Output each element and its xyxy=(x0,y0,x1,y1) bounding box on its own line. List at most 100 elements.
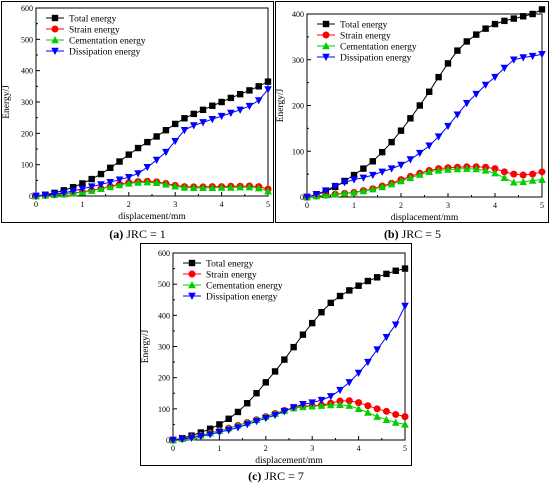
y-tick-label: 500 xyxy=(21,35,33,44)
series-dissipation-energy xyxy=(303,51,546,201)
chart-panel-c: 0 1 2 3 4 5 0 100 200 300 400 500 600 displacement/mm… xyxy=(140,243,412,466)
data-point xyxy=(350,171,358,179)
data-point xyxy=(529,10,536,18)
legend-label: Total energy xyxy=(206,260,254,270)
data-point xyxy=(162,148,170,157)
x-tick-label: 2 xyxy=(264,444,268,453)
legend-marker xyxy=(322,53,330,61)
data-point xyxy=(369,185,377,193)
caption-b: (b) JRC = 5 xyxy=(275,227,550,242)
x-tick-label: 1 xyxy=(217,444,221,453)
data-point xyxy=(340,179,349,187)
data-point xyxy=(416,149,424,158)
data-point xyxy=(529,170,537,178)
data-point xyxy=(369,158,376,165)
data-point xyxy=(359,174,368,182)
data-point xyxy=(425,167,433,176)
data-point xyxy=(383,270,390,278)
data-point xyxy=(318,309,325,316)
data-point xyxy=(491,20,499,28)
data-point xyxy=(162,180,170,188)
data-point xyxy=(528,52,537,61)
data-point xyxy=(501,17,508,25)
data-point xyxy=(373,274,381,281)
data-point xyxy=(106,182,115,191)
data-point xyxy=(500,168,508,176)
data-point xyxy=(397,127,405,134)
chart-a: 0 1 2 3 4 5 0 100 200 300 400 500 600 displacement/mm… xyxy=(2,4,272,222)
data-point xyxy=(78,185,87,193)
data-point xyxy=(262,379,269,386)
data-point xyxy=(254,184,263,192)
data-point xyxy=(435,73,442,81)
y-tick-label: 600 xyxy=(21,4,33,13)
chart-b: 0 1 2 3 4 5 0 100 200 300 400 displacement/mm Energy… xyxy=(276,6,546,223)
data-point xyxy=(197,433,205,441)
data-point xyxy=(290,343,297,351)
data-point xyxy=(416,170,424,178)
x-tick-label: 4 xyxy=(357,444,361,453)
data-point xyxy=(87,183,96,191)
data-point xyxy=(317,396,326,405)
data-point xyxy=(264,78,272,85)
data-point xyxy=(354,404,363,413)
x-tick-label: 5 xyxy=(540,201,544,210)
data-point xyxy=(32,192,40,200)
data-point xyxy=(172,120,179,128)
data-point xyxy=(444,60,452,67)
data-point xyxy=(382,415,391,423)
data-point xyxy=(50,190,59,199)
data-point xyxy=(227,109,235,117)
data-point xyxy=(326,401,335,409)
data-point xyxy=(454,47,461,54)
data-point xyxy=(510,56,518,64)
y-tick-label: 200 xyxy=(158,374,170,383)
data-point xyxy=(308,399,316,407)
data-point xyxy=(392,410,400,418)
legend-label: Strain energy xyxy=(69,26,120,36)
data-point xyxy=(303,193,311,201)
data-point xyxy=(97,170,105,178)
data-point xyxy=(336,386,344,395)
caption-a-tag: (a) xyxy=(109,227,124,241)
data-point xyxy=(88,175,95,183)
series-dissipation-energy xyxy=(32,86,272,200)
data-point xyxy=(134,144,142,152)
data-point xyxy=(106,179,115,187)
data-point xyxy=(208,183,217,192)
data-point xyxy=(227,94,235,102)
data-point xyxy=(125,179,133,187)
data-point xyxy=(520,13,527,20)
data-point xyxy=(60,189,68,197)
data-point xyxy=(143,178,152,186)
data-point xyxy=(382,407,390,415)
data-point xyxy=(463,164,471,172)
data-point xyxy=(199,119,207,127)
y-axis-label: Energy/J xyxy=(276,88,286,122)
caption-c-tag: (c) xyxy=(248,469,262,483)
data-point xyxy=(322,187,330,195)
data-point xyxy=(125,151,132,158)
data-point xyxy=(115,176,124,184)
legend-marker xyxy=(188,259,196,267)
caption-a-text: JRC = 1 xyxy=(126,227,166,241)
y-tick-label: 300 xyxy=(158,343,170,352)
data-point xyxy=(373,346,381,354)
caption-b-text: JRC = 5 xyxy=(401,227,442,241)
data-point xyxy=(224,426,233,435)
data-point xyxy=(245,183,254,191)
data-point xyxy=(209,102,216,109)
data-point xyxy=(264,86,272,94)
data-point xyxy=(473,31,480,38)
data-point xyxy=(236,183,244,191)
legend-label: Total energy xyxy=(69,15,117,25)
data-point xyxy=(317,401,326,409)
legend-marker xyxy=(322,42,330,50)
legend-label: Dissipation energy xyxy=(340,54,412,64)
data-point xyxy=(407,115,414,122)
data-point xyxy=(406,173,415,181)
legend-label: Dissipation energy xyxy=(69,48,141,58)
data-point xyxy=(162,127,170,134)
data-point xyxy=(227,183,235,191)
data-point xyxy=(434,133,443,141)
